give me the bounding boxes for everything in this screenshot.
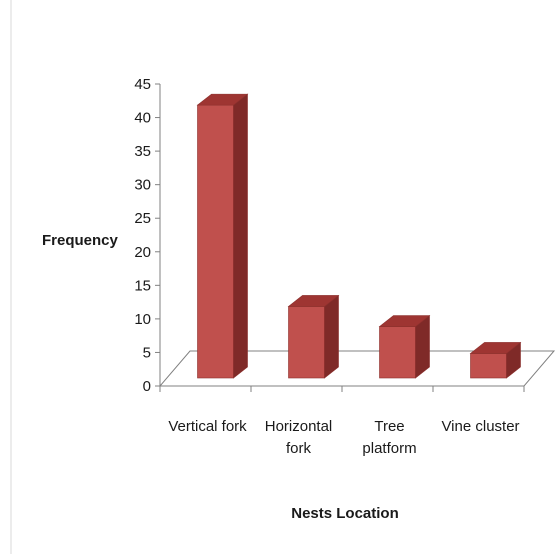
bar-top-face: [287, 295, 340, 307]
y-axis-title: Frequency: [42, 232, 119, 249]
x-category-label: Tree platform: [362, 418, 416, 457]
y-tick-label: 40: [134, 110, 151, 127]
bar-side-face: [324, 294, 339, 379]
bars-group: [196, 93, 522, 379]
y-axis-ticks: 0 5 10 15 20 25 30 35 40 45: [134, 76, 160, 395]
x-axis-title: Nests Location: [291, 505, 399, 522]
y-tick-label: 15: [134, 277, 151, 294]
y-tick-label: 45: [134, 76, 151, 93]
bar: [378, 314, 431, 379]
bar-top-face: [378, 315, 431, 327]
y-tick-label: 10: [134, 311, 151, 328]
bar-front-face: [470, 353, 507, 379]
x-category-label: Vine cluster: [441, 418, 519, 435]
category-labels: Vertical fork Horizontal fork Tree platform V…: [168, 418, 519, 457]
x-category-label: Horizontal fork: [265, 418, 333, 457]
bar: [469, 341, 522, 379]
y-tick-label: 0: [143, 378, 151, 395]
bar-front-face: [379, 326, 416, 379]
bar-front-face: [197, 104, 234, 379]
x-axis-ticks: [159, 386, 525, 392]
bar-front-face: [288, 306, 325, 379]
y-tick-label: 20: [134, 244, 151, 261]
y-tick-label: 30: [134, 177, 151, 194]
y-tick-label: 25: [134, 210, 151, 227]
bar-side-face: [233, 93, 248, 379]
y-tick-label: 35: [134, 143, 151, 160]
bar-top-face: [196, 93, 249, 106]
bar: [196, 93, 249, 379]
y-tick-label: 5: [143, 344, 151, 361]
bar: [287, 294, 340, 379]
x-category-label: Vertical fork: [168, 418, 247, 435]
bar-top-face: [469, 342, 522, 354]
